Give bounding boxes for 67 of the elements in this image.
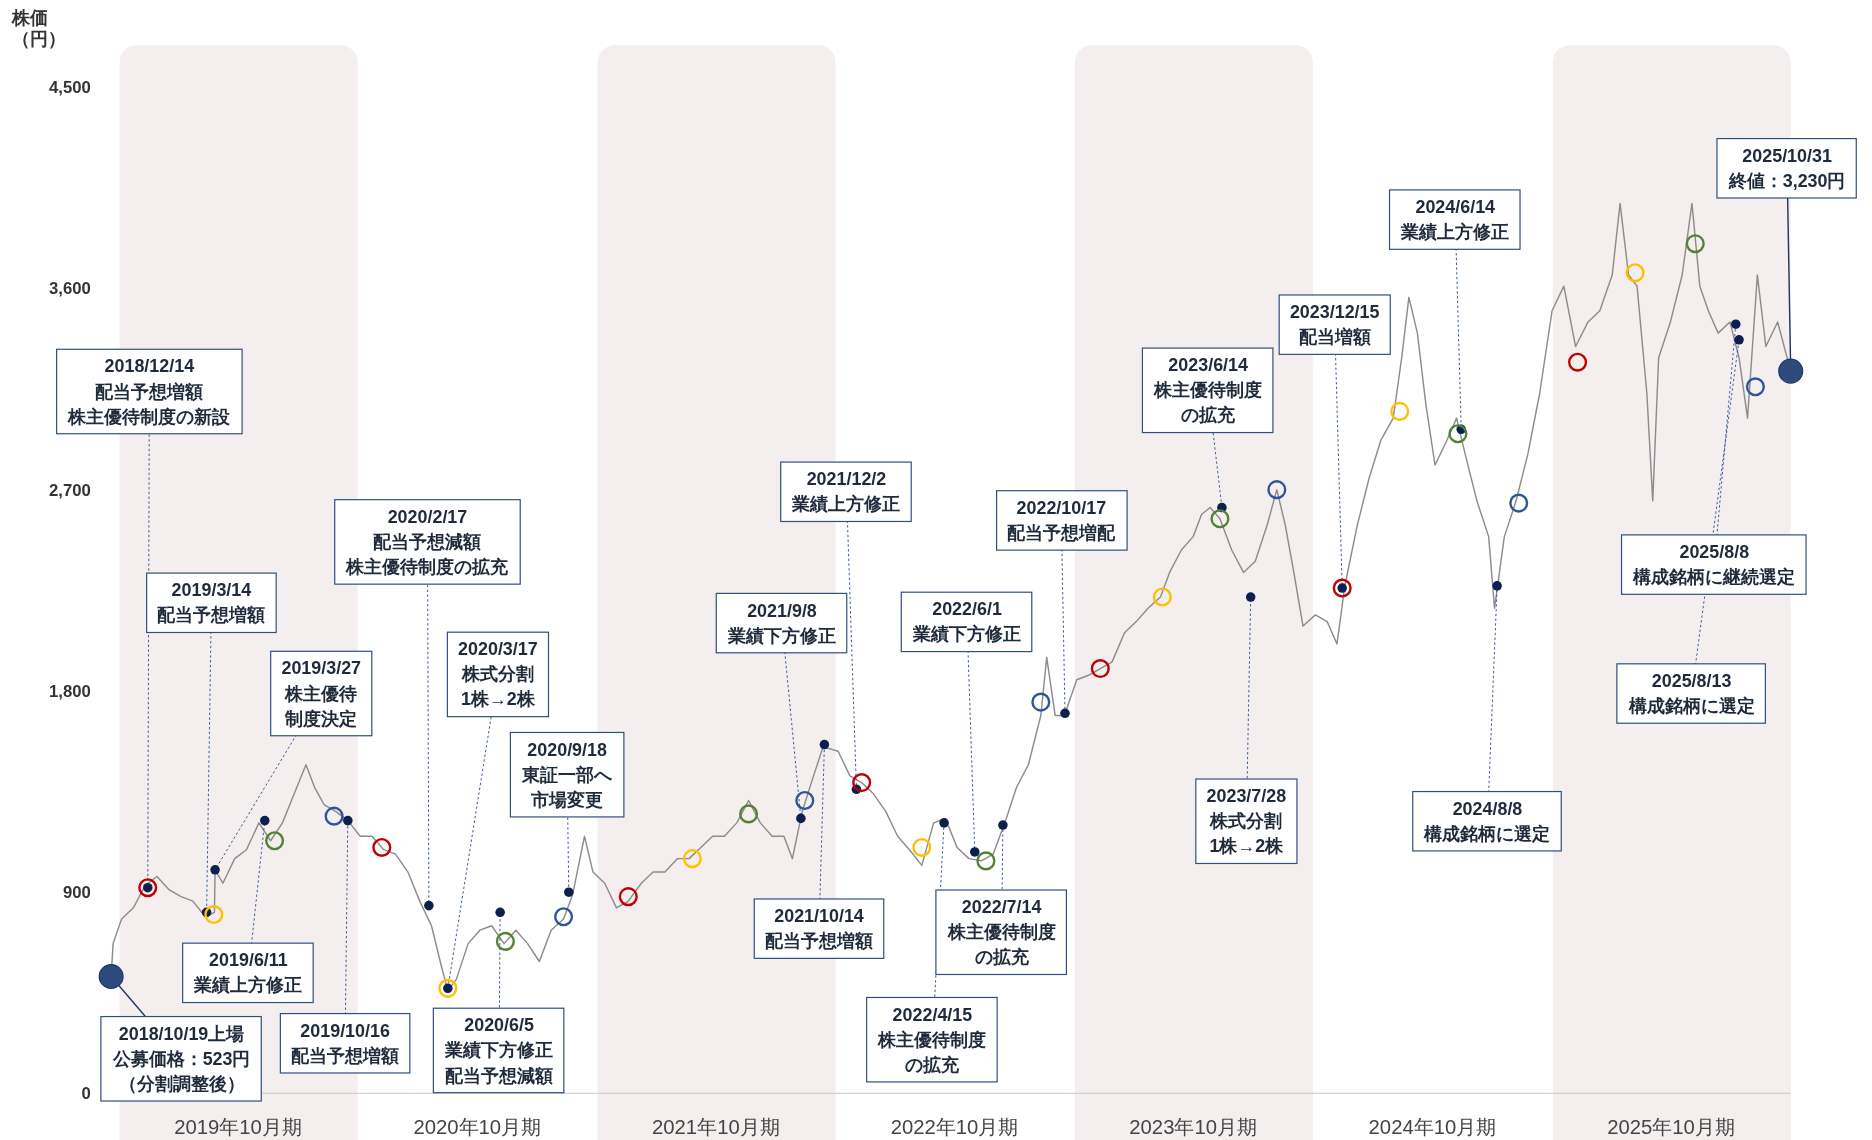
point	[554, 907, 574, 927]
y-tick-label: 3,600	[49, 279, 91, 299]
annotation: 2023/12/15 配当増額	[1289, 302, 1380, 348]
annotation: 2021/12/2 業績上方修正	[791, 469, 901, 515]
annotation: 2019/3/14 配当予想増額	[157, 580, 266, 626]
annotation: 2022/4/15 株主優待制度の拡充	[877, 1004, 987, 1075]
point	[852, 773, 872, 793]
annotation: 2024/6/14 業績上方修正	[1400, 197, 1510, 243]
point	[1152, 587, 1172, 607]
annotation: 2025/8/13 構成銘柄に選定	[1627, 670, 1755, 717]
point	[1267, 480, 1287, 500]
point	[495, 931, 515, 951]
point	[912, 837, 932, 858]
annotation: 2025/10/31 終値：3,230円	[1727, 145, 1846, 191]
annotation: 2020/2/17 配当予想減額株主優待制度の拡充	[345, 506, 510, 577]
y-tick-label: 0	[81, 1084, 91, 1104]
point	[324, 806, 344, 826]
point	[1509, 493, 1529, 513]
annotation: 2018/10/19上場公募価格：523円（分割調整後）	[111, 1023, 251, 1094]
point	[438, 978, 458, 998]
annotation: 2022/6/1 業績下方修正	[912, 599, 1022, 645]
annotation: 2023/7/28 株式分割 1株→2株	[1206, 786, 1287, 857]
x-tick-label: 2021年10月期	[652, 1116, 780, 1139]
point	[372, 837, 392, 858]
annotation: 2025/8/8 構成銘柄に継続選定	[1632, 542, 1796, 588]
x-tick-label: 2020年10月期	[413, 1116, 542, 1139]
point	[265, 831, 285, 851]
point	[1031, 692, 1051, 712]
x-tick-label: 2024年10月期	[1368, 1116, 1497, 1139]
point	[1390, 401, 1410, 421]
annotation: 2020/9/18 東証一部へ市場変更	[521, 739, 614, 810]
annotation: 2019/3/27 株主優待制度決定	[281, 658, 362, 729]
point	[1685, 234, 1705, 254]
annotation: 2022/10/17 配当予想増配	[1007, 497, 1117, 543]
x-tick-label: 2023年10月期	[1129, 1116, 1257, 1139]
x-tick-label: 2022年10月期	[890, 1116, 1019, 1139]
annotation: 2020/3/17 株式分割 1株→2株	[458, 639, 538, 710]
point	[976, 851, 996, 871]
annotation: 2023/6/14 株主優待制度の拡充	[1153, 355, 1263, 426]
annotation: 2024/8/8 構成銘柄に選定	[1423, 798, 1551, 844]
point	[1210, 509, 1230, 529]
point	[138, 878, 158, 898]
annotation: 2019/6/11 業績上方修正	[193, 950, 303, 996]
annotation: 2018/12/14 配当予想増額株主優待制度の新設	[67, 356, 232, 427]
y-tick-label: 1,800	[49, 681, 91, 701]
x-tick-label: 2025年10月期	[1607, 1116, 1735, 1139]
annotation: 2022/7/14 株主優待制度の拡充	[946, 897, 1056, 968]
y-tick-label: 900	[62, 883, 91, 903]
point	[1332, 578, 1352, 598]
point	[682, 849, 702, 869]
annotation: 2021/10/14 配当予想増額	[765, 906, 874, 952]
annotation: 2021/9/8 業績下方修正	[727, 600, 837, 646]
point	[1625, 263, 1645, 283]
point	[739, 804, 759, 824]
point	[618, 887, 638, 907]
point	[204, 904, 224, 925]
point	[1568, 352, 1588, 372]
x-tick-label: 2019年10月期	[174, 1116, 302, 1139]
y-tick-label: 2,700	[49, 480, 91, 500]
y-tick-label: 4,500	[49, 78, 91, 98]
point	[1090, 659, 1110, 679]
point	[795, 790, 815, 811]
point	[1448, 424, 1468, 444]
annotation: 2020/6/5 業績下方修正配当予想減額	[444, 1015, 554, 1086]
annotation: 2019/10/16 配当予想増額	[291, 1020, 400, 1066]
y-axis-title: 株価（円）	[11, 7, 67, 50]
point	[1745, 377, 1765, 397]
